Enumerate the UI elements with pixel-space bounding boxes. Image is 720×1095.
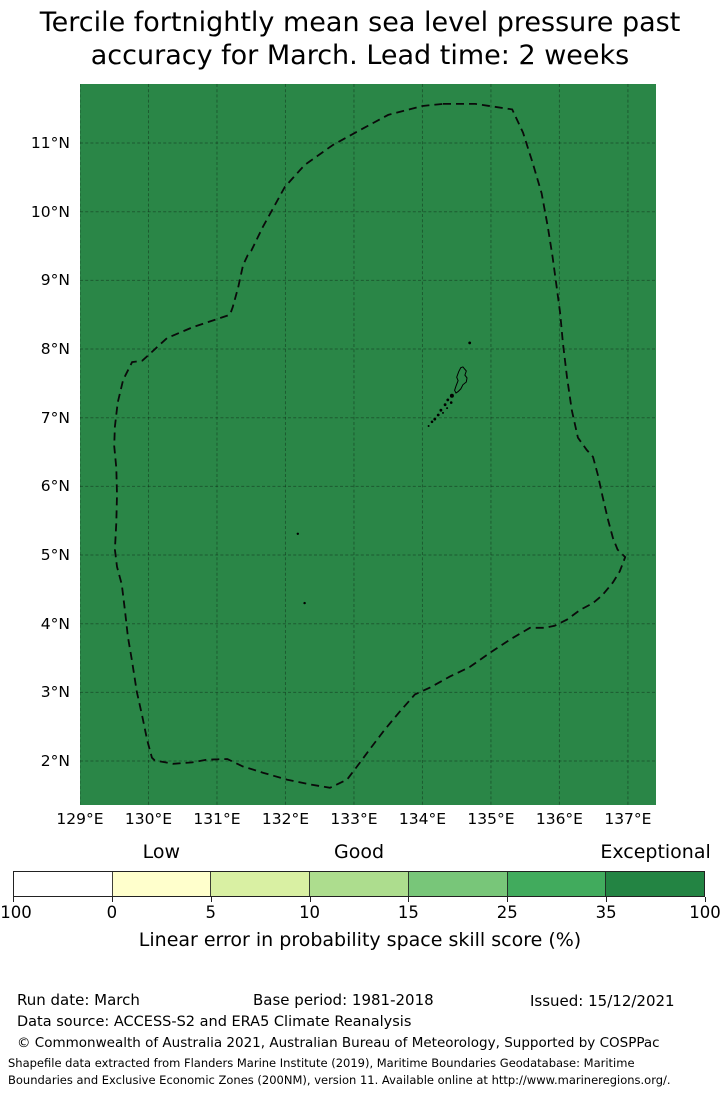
colorbar-segment (605, 872, 705, 896)
colorbar-tick (408, 897, 410, 902)
colorbar-tick-label: 25 (496, 903, 518, 922)
colorbar-tick-label: -100 (0, 903, 32, 922)
colorbar-tick-label: 5 (205, 903, 216, 922)
x-tick-label: 132°E (261, 810, 310, 828)
islet-dot (446, 407, 449, 410)
y-tick-label: 9°N (40, 271, 70, 290)
footer-base-period: Base period: 1981-2018 (253, 991, 434, 1009)
footer-shapefile-note-line2: Boundaries and Exclusive Economic Zones … (8, 1073, 671, 1087)
x-tick-label: 131°E (193, 810, 241, 828)
x-tick-label: 135°E (467, 810, 515, 828)
colorbar-segment (309, 872, 408, 896)
colorbar-tick (606, 897, 608, 902)
footer-copyright: © Commonwealth of Australia 2021, Austra… (17, 1035, 660, 1051)
colorbar-tick (705, 897, 706, 902)
map-background (80, 84, 656, 805)
x-tick-label: 134°E (398, 810, 447, 828)
y-tick-label: 10°N (30, 202, 70, 221)
x-tick-label: 136°E (535, 810, 583, 828)
y-tick-label: 3°N (40, 683, 70, 702)
x-tick-label: 130°E (124, 810, 173, 828)
colorbar-segment (407, 872, 507, 896)
y-tick-label: 5°N (40, 546, 70, 565)
y-tick-label: 8°N (40, 340, 70, 359)
islet-dot (449, 393, 454, 398)
islet-dot (468, 341, 472, 345)
colorbar-segment (210, 872, 310, 896)
islet-dot (430, 420, 434, 424)
colorbar-tick (210, 897, 212, 902)
colorbar-tick (507, 897, 509, 902)
islet-dot (442, 411, 444, 414)
y-tick-label: 6°N (40, 477, 70, 496)
colorbar-tick-label: 0 (106, 903, 118, 922)
eez-boundary (113, 103, 627, 789)
islet-dot (449, 401, 453, 404)
figure-title-line1: Tercile fortnightly mean sea level press… (39, 7, 681, 38)
islet-dot (443, 403, 447, 407)
colorbar-tick-label: 100 (689, 903, 720, 922)
colorbar-tick (13, 897, 14, 902)
colorbar-category-label: Good (333, 841, 385, 863)
colorbar-tick (309, 897, 311, 902)
colorbar-category-label: Low (142, 841, 180, 863)
colorbar-tick-label: 15 (397, 903, 419, 922)
islet-dot (436, 413, 440, 417)
y-tick-label: 7°N (40, 408, 70, 427)
figure-title: Tercile fortnightly mean sea level press… (0, 6, 720, 72)
colorbar-segment (111, 872, 211, 896)
colorbar-category-label: Exceptional (600, 841, 711, 863)
island-babeldaob (454, 366, 468, 394)
y-tick-label: 2°N (40, 752, 70, 771)
colorbar-tick-label: 10 (299, 903, 321, 922)
islet-dot (296, 532, 299, 535)
colorbar-ticks: -100 0 5 10 15 25 35 100 (0, 897, 720, 931)
footer-issued-date: Issued: 15/12/2021 (530, 992, 675, 1010)
colorbar-axis-label: Linear error in probability space skill … (138, 929, 582, 951)
colorbar-tick (111, 897, 113, 902)
footer-data-source: Data source: ACCESS-S2 and ERA5 Climate … (17, 1014, 412, 1030)
islet-dot (433, 417, 437, 421)
footer-run-date: Run date: March (17, 991, 140, 1009)
colorbar-tick-label: 35 (595, 903, 617, 922)
islet-dot (439, 408, 443, 412)
x-tick-label: 129°E (56, 810, 104, 828)
islet-dot (303, 601, 306, 605)
x-tick-label: 137°E (604, 810, 652, 828)
figure-title-line2: accuracy for March. Lead time: 2 weeks (90, 40, 630, 71)
footer-shapefile-note-line1: Shapefile data extracted from Flanders M… (8, 1056, 635, 1070)
map-svg (80, 84, 656, 805)
islet-dot (427, 425, 430, 427)
x-tick-label: 133°E (330, 810, 378, 828)
y-tick-label: 4°N (40, 614, 70, 633)
colorbar-segment (506, 872, 606, 896)
y-tick-label: 11°N (30, 134, 70, 153)
colorbar-segment (14, 872, 112, 896)
colorbar (13, 871, 705, 897)
islet-dot (446, 398, 450, 402)
